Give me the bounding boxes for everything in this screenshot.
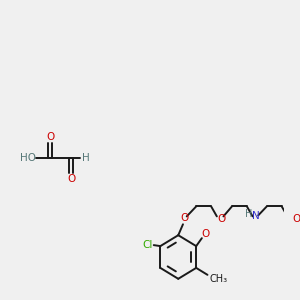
Text: N: N [253, 212, 260, 221]
Text: O: O [218, 214, 226, 224]
Text: HO: HO [20, 153, 36, 163]
Text: O: O [46, 132, 54, 142]
Text: CH₃: CH₃ [210, 274, 228, 284]
Text: O: O [293, 214, 300, 224]
Text: H: H [245, 209, 253, 219]
Text: Cl: Cl [142, 240, 152, 250]
Text: O: O [202, 229, 210, 239]
Text: O: O [67, 174, 75, 184]
Text: O: O [181, 213, 189, 224]
Text: H: H [82, 153, 90, 163]
